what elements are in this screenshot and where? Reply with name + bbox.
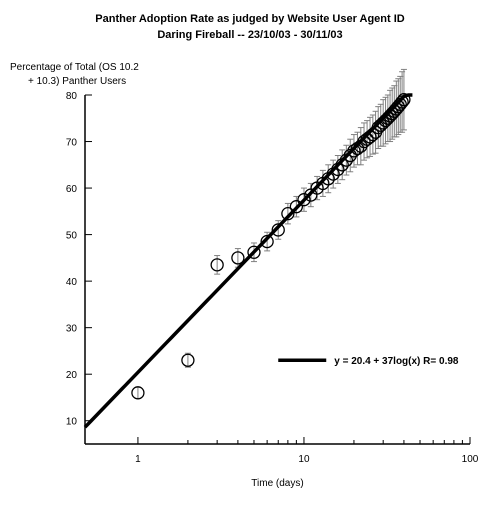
x-tick-label: 10 (298, 454, 310, 465)
y-tick-label: 40 (66, 277, 78, 288)
y-axis-label-line1: Percentage of Total (OS 10.2 (10, 62, 139, 73)
chart-container: Panther Adoption Rate as judged by Websi… (0, 0, 500, 507)
y-tick-label: 60 (66, 184, 78, 195)
chart-svg: Panther Adoption Rate as judged by Websi… (0, 0, 500, 507)
chart-title-line2: Daring Fireball -- 23/10/03 - 30/11/03 (157, 29, 342, 41)
chart-title-line1: Panther Adoption Rate as judged by Websi… (95, 13, 405, 25)
x-tick-label: 1 (135, 454, 141, 465)
y-tick-label: 50 (66, 231, 78, 242)
x-tick-label: 100 (462, 454, 479, 465)
y-axis-label-line2: + 10.3) Panther Users (28, 76, 126, 87)
y-tick-label: 70 (66, 138, 78, 149)
y-tick-label: 30 (66, 324, 78, 335)
y-tick-label: 20 (66, 370, 78, 381)
y-tick-label: 10 (66, 417, 78, 428)
fit-equation: y = 20.4 + 37log(x) R= 0.98 (334, 356, 459, 367)
x-axis-label: Time (days) (251, 478, 303, 489)
y-tick-label: 80 (66, 91, 78, 102)
